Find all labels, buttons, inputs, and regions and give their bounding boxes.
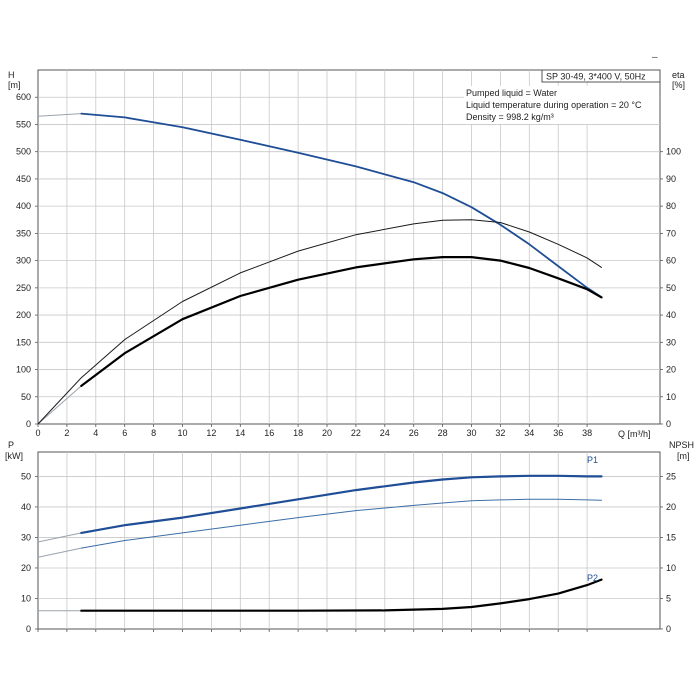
annotation-box	[464, 86, 659, 124]
head-efficiency-plot-frame	[37, 69, 661, 425]
head-efficiency-ticks: 0 2 4 6 8 10 12 14 16 18 20 22 24 26 28 30 32 34 36 3805010…	[16, 92, 681, 438]
power-npsh-panel: 0 10 20 30 40 50 0 5 10 15 20 25 P [kW] NPSH [m] P1…	[5, 440, 694, 634]
series-line-0-2	[37, 219, 602, 425]
head-efficiency-series	[37, 112, 603, 425]
head-axis-label-line1: H	[8, 70, 15, 80]
head-tick-label: 350	[16, 228, 31, 238]
npsh-axis-label-line2: [m]	[677, 451, 690, 461]
eta-tick-label: 100	[666, 147, 681, 157]
power-tick-label: 0	[26, 624, 31, 634]
eta-tick-label: 80	[666, 201, 676, 211]
power-npsh-plot-frame	[37, 451, 661, 630]
power-tick-label: 30	[21, 532, 31, 542]
flow-tick-label: 6	[122, 428, 127, 438]
head-tick-label: 600	[16, 92, 31, 102]
flow-tick-label: 12	[206, 428, 216, 438]
flow-tick-label: 8	[151, 428, 156, 438]
flow-tick-label: 34	[524, 428, 534, 438]
head-tick-label: 50	[21, 392, 31, 402]
power-tick-label: 50	[21, 471, 31, 481]
flow-tick-label: 14	[235, 428, 245, 438]
flow-tick-label: 24	[380, 428, 390, 438]
head-tick-label: 0	[26, 419, 31, 429]
head-axis-label-line2: [m]	[8, 80, 21, 90]
eta-tick-label: 40	[666, 310, 676, 320]
head-tick-label: 300	[16, 256, 31, 266]
curve-extension-0-0	[37, 113, 82, 117]
power-axis-label-line1: P	[8, 440, 14, 450]
flow-axis-label: Q [m³/h]	[618, 429, 651, 439]
head-tick-label: 250	[16, 283, 31, 293]
head-tick-label: 200	[16, 310, 31, 320]
npsh-tick-label: 15	[666, 532, 676, 542]
eta-tick-label: 20	[666, 365, 676, 375]
eta-tick-label: 30	[666, 337, 676, 347]
flow-tick-label: 26	[409, 428, 419, 438]
annotation-temperature: Liquid temperature during operation = 20…	[466, 100, 642, 110]
title-box	[541, 69, 661, 83]
annotation-liquid: Pumped liquid = Water	[466, 88, 557, 98]
npsh-tick-label: 5	[666, 593, 671, 603]
power-tick-label: 20	[21, 563, 31, 573]
flow-tick-label: 0	[35, 428, 40, 438]
power-axis-label-line2: [kW]	[5, 451, 23, 461]
flow-tick-label: 10	[177, 428, 187, 438]
flow-tick-label: 38	[582, 428, 592, 438]
eta-tick-label: 70	[666, 228, 676, 238]
flow-tick-label: 2	[64, 428, 69, 438]
curve-extension-0-1	[37, 385, 82, 425]
series-line-1-2	[80, 578, 603, 612]
chart-title: SP 30-49, 3*400 V, 50Hz	[546, 72, 646, 82]
npsh-tick-label: 10	[666, 563, 676, 573]
eta-tick-label: 0	[666, 419, 671, 429]
flow-tick-label: 16	[264, 428, 274, 438]
power-tick-label: 10	[21, 593, 31, 603]
head-tick-label: 100	[16, 365, 31, 375]
eta-tick-label: 90	[666, 174, 676, 184]
flow-tick-label: 32	[495, 428, 505, 438]
eta-tick-label: 50	[666, 283, 676, 293]
head-efficiency-panel: 0 2 4 6 8 10 12 14 16 18 20 22 24 26 28 30 32 34 36 3805010…	[8, 69, 685, 439]
curve-extension-1-1	[37, 547, 82, 558]
power-npsh-series	[37, 474, 603, 612]
series-label-p2: P2	[587, 573, 598, 583]
flow-tick-label: 18	[293, 428, 303, 438]
series-p2-line	[80, 498, 602, 549]
annotation-density: Density = 998.2 kg/m³	[466, 112, 554, 122]
head-tick-label: 500	[16, 147, 31, 157]
series-label-p1: P1	[587, 455, 598, 465]
flow-tick-label: 28	[438, 428, 448, 438]
corner-dash-mark: –	[652, 52, 658, 63]
series-p1-line	[80, 474, 603, 534]
head-tick-label: 550	[16, 119, 31, 129]
npsh-tick-label: 25	[666, 471, 676, 481]
head-tick-label: 400	[16, 201, 31, 211]
head-tick-label: 150	[16, 337, 31, 347]
eta-axis-label-line1: eta	[672, 70, 685, 80]
power-npsh-grid	[38, 452, 660, 629]
eta-tick-label: 10	[666, 392, 676, 402]
flow-tick-label: 20	[322, 428, 332, 438]
series-line-0-1	[80, 256, 603, 387]
curve-extension-1-0	[37, 532, 82, 543]
head-tick-label: 450	[16, 174, 31, 184]
eta-axis-label-line2: [%]	[672, 80, 685, 90]
series-line-0-0	[80, 112, 603, 298]
power-npsh-ticks: 0 10 20 30 40 50 0 5 10 15 20 25	[21, 471, 676, 634]
head-efficiency-grid	[38, 70, 660, 424]
flow-tick-label: 22	[351, 428, 361, 438]
flow-tick-label: 36	[553, 428, 563, 438]
flow-tick-label: 4	[93, 428, 98, 438]
flow-tick-label: 30	[466, 428, 476, 438]
npsh-tick-label: 0	[666, 624, 671, 634]
eta-tick-label: 60	[666, 256, 676, 266]
power-tick-label: 40	[21, 502, 31, 512]
npsh-tick-label: 20	[666, 502, 676, 512]
npsh-axis-label-line1: NPSH	[669, 440, 694, 450]
